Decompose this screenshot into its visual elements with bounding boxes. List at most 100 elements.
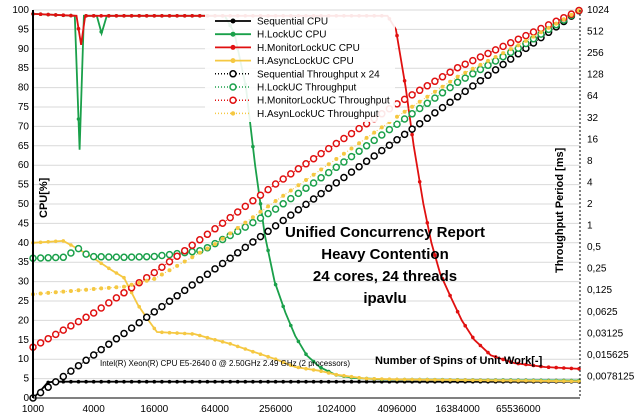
data-point: [97, 253, 105, 261]
data-point: [463, 378, 468, 382]
data-point: [69, 243, 73, 247]
data-point: [423, 114, 432, 123]
data-point: [82, 356, 90, 365]
data-point: [433, 378, 437, 382]
data-point: [167, 14, 172, 18]
data-point: [82, 313, 90, 322]
data-point: [446, 83, 454, 92]
data-point: [203, 230, 212, 239]
data-point: [569, 366, 574, 371]
data-point: [440, 378, 445, 382]
data-point: [67, 322, 75, 330]
series-line: [32, 380, 580, 399]
x-tick-label: 16384000: [435, 404, 480, 415]
data-point: [152, 276, 157, 281]
data-point: [273, 282, 278, 287]
data-point: [471, 378, 475, 383]
legend-label: H.MonitorLockUC CPU: [257, 43, 360, 54]
data-point: [446, 98, 454, 106]
data-point: [137, 304, 141, 309]
data-point: [324, 184, 333, 192]
series-4: [29, 6, 583, 402]
data-point: [175, 379, 179, 384]
data-point: [167, 379, 172, 384]
data-point: [289, 323, 293, 328]
data-point: [97, 304, 105, 312]
data-point: [514, 35, 523, 43]
data-point: [250, 215, 255, 220]
legend-item: H.AsyncLockUC CPU: [215, 56, 354, 67]
data-point: [342, 379, 346, 384]
data-point: [266, 379, 270, 384]
data-point: [304, 379, 308, 384]
data-point: [256, 191, 265, 199]
data-point: [97, 345, 105, 354]
data-point: [152, 379, 157, 384]
y-left-tick-label: 60: [18, 160, 30, 171]
data-point: [523, 38, 528, 43]
y-right-tick-label: 8: [587, 156, 593, 167]
data-point: [188, 241, 196, 250]
data-point: [340, 173, 348, 182]
data-point: [61, 13, 66, 17]
data-point: [211, 265, 219, 273]
data-point: [211, 225, 219, 233]
data-point: [235, 344, 240, 349]
y-left-tick-label: 55: [18, 180, 30, 191]
legend-swatch-marker: [229, 83, 237, 91]
data-point: [256, 232, 265, 241]
data-point: [387, 377, 392, 382]
legend-item: Sequential Throughput x 24: [215, 69, 380, 80]
data-point: [76, 26, 81, 31]
data-point: [160, 379, 164, 384]
data-point: [453, 63, 462, 72]
data-point: [107, 266, 111, 271]
data-point: [175, 331, 179, 335]
series-7: [31, 8, 581, 297]
data-point: [249, 197, 257, 205]
data-point: [508, 360, 513, 364]
y-left-tick-label: 35: [18, 257, 30, 268]
data-point: [69, 13, 73, 18]
data-point: [347, 168, 356, 176]
data-point: [524, 378, 528, 383]
data-point: [182, 14, 187, 18]
data-point: [400, 95, 409, 104]
title-line-4: ipavlu: [363, 290, 406, 307]
data-point: [340, 134, 348, 143]
data-point: [120, 329, 128, 338]
data-point: [144, 14, 149, 18]
y-left-tick-label: 5: [23, 374, 29, 385]
data-point: [393, 136, 401, 144]
data-point: [89, 351, 98, 359]
data-point: [539, 379, 543, 383]
data-point: [340, 158, 348, 166]
title-line-1: Unified Concurrency Report: [285, 224, 485, 241]
data-point: [433, 253, 437, 257]
data-point: [476, 76, 485, 85]
data-point: [188, 247, 196, 256]
data-point: [167, 268, 172, 273]
data-point: [251, 144, 255, 149]
data-point: [160, 330, 164, 335]
data-point: [243, 220, 248, 225]
series-6: [29, 6, 583, 351]
data-point: [198, 379, 202, 384]
data-point: [296, 183, 301, 188]
x-tick-label: 64000: [201, 404, 229, 415]
data-point: [122, 379, 126, 384]
data-point: [69, 379, 73, 384]
y-left-tick-label: 90: [18, 44, 30, 55]
data-point: [294, 165, 303, 173]
x-tick-label: 65536000: [496, 404, 541, 415]
data-point: [99, 379, 103, 384]
data-point: [84, 287, 89, 292]
data-point: [165, 257, 174, 266]
data-point: [431, 77, 439, 86]
data-point: [36, 254, 45, 262]
data-point: [304, 366, 308, 371]
data-point: [228, 342, 232, 346]
data-point: [150, 268, 159, 277]
data-point: [288, 188, 293, 193]
data-point: [107, 379, 111, 384]
